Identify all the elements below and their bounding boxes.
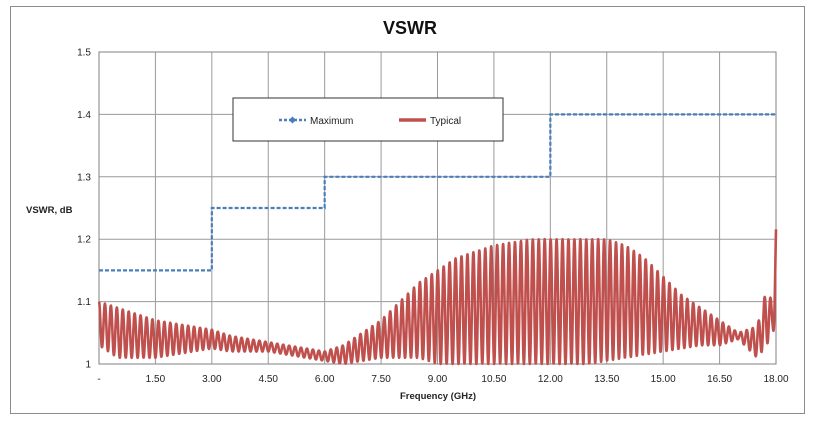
series-maximum-line [99,113,776,272]
tick-labels: 1 1.1 1.2 1.3 1.4 1.5 - 1.50 3.00 4.50 6.00 7.50 9.0… [77,48,789,386]
legend-typical-label: Typical [430,116,461,127]
y-tick-label: 1.5 [77,48,91,59]
legend-maximum-label: Maximum [310,116,353,127]
legend-maximum-marker [289,116,296,124]
series-layer [97,113,778,366]
x-tick-label: 18.00 [763,374,788,385]
x-tick-label: 3.00 [202,374,222,385]
x-tick-label: 1.50 [146,374,166,385]
x-tick-label: 7.50 [371,374,391,385]
chart-title: VSWR [383,18,437,38]
x-tick-label: - [97,374,100,385]
y-tick-label: 1.2 [77,235,91,246]
y-tick-label: 1.3 [77,172,91,183]
x-axis-label: Frequency (GHz) [400,391,476,402]
x-tick-label: 12.00 [538,374,563,385]
x-tick-label: 16.50 [707,374,732,385]
plot-area-border [98,51,777,365]
series-typical-line [97,229,778,366]
x-tick-label: 10.50 [481,374,506,385]
legend-box [232,97,504,142]
x-tick-label: 13.50 [594,374,619,385]
x-tick-label: 9.00 [428,374,448,385]
y-tick-label: 1.1 [77,297,91,308]
x-tick-label: 6.00 [315,374,335,385]
y-tick-label: 1.4 [77,110,91,121]
y-axis-label: VSWR, dB [26,205,73,216]
legend: Maximum Typical [232,97,504,142]
x-tick-label: 4.50 [259,374,279,385]
y-tick-label: 1 [85,360,91,371]
x-tick-label: 15.00 [651,374,676,385]
